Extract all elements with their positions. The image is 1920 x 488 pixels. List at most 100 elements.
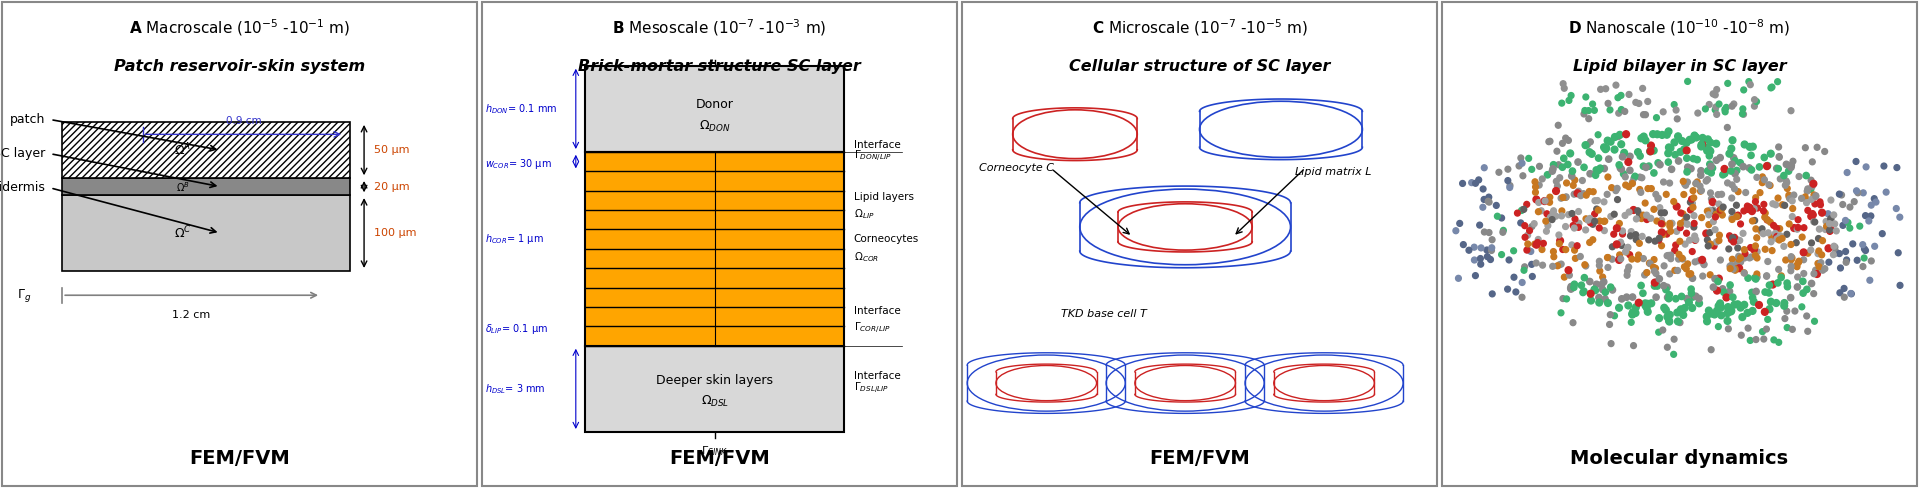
Circle shape	[1782, 303, 1788, 309]
Circle shape	[1741, 247, 1747, 253]
Text: $h_{DSL}$= 3 mm: $h_{DSL}$= 3 mm	[484, 382, 545, 396]
Circle shape	[1644, 304, 1649, 311]
Circle shape	[1745, 165, 1753, 171]
Circle shape	[1753, 288, 1759, 295]
Circle shape	[1690, 248, 1695, 254]
Circle shape	[1749, 307, 1757, 314]
Circle shape	[1692, 213, 1697, 219]
Circle shape	[1715, 278, 1720, 285]
Circle shape	[1569, 93, 1574, 99]
Circle shape	[1860, 190, 1866, 196]
Circle shape	[1795, 224, 1801, 230]
Circle shape	[1722, 107, 1728, 113]
Circle shape	[1776, 237, 1782, 243]
Circle shape	[1680, 211, 1686, 217]
Circle shape	[1720, 172, 1726, 178]
Circle shape	[1793, 264, 1799, 270]
Circle shape	[1542, 198, 1548, 204]
Circle shape	[1596, 258, 1601, 264]
Circle shape	[1707, 161, 1713, 167]
Circle shape	[1784, 185, 1789, 191]
Circle shape	[1745, 79, 1751, 84]
Circle shape	[1638, 186, 1644, 192]
Text: Lipid layers: Lipid layers	[854, 191, 914, 202]
Circle shape	[1557, 237, 1563, 244]
Circle shape	[1532, 241, 1540, 248]
Circle shape	[1732, 101, 1738, 107]
Circle shape	[1684, 221, 1690, 226]
Circle shape	[1596, 132, 1601, 138]
Circle shape	[1680, 311, 1686, 318]
Circle shape	[1649, 131, 1657, 138]
Circle shape	[1741, 270, 1747, 276]
Circle shape	[1590, 189, 1596, 195]
Circle shape	[1761, 231, 1766, 237]
Circle shape	[1582, 107, 1588, 113]
Circle shape	[1761, 177, 1766, 183]
Circle shape	[1667, 271, 1672, 277]
Circle shape	[1841, 285, 1847, 291]
Circle shape	[1728, 307, 1736, 314]
Circle shape	[1519, 294, 1524, 300]
Circle shape	[1486, 230, 1492, 236]
Circle shape	[1684, 222, 1690, 227]
Circle shape	[1620, 149, 1628, 156]
Circle shape	[1640, 256, 1645, 262]
Circle shape	[1590, 237, 1596, 243]
Circle shape	[1786, 194, 1791, 200]
Circle shape	[1703, 313, 1711, 320]
Circle shape	[1751, 298, 1757, 305]
Circle shape	[1693, 179, 1699, 185]
Circle shape	[1632, 232, 1638, 238]
Circle shape	[1571, 191, 1576, 197]
Circle shape	[1638, 189, 1644, 195]
Circle shape	[1751, 97, 1757, 102]
Text: FEM/FVM: FEM/FVM	[1150, 449, 1250, 468]
Circle shape	[1574, 190, 1580, 197]
Circle shape	[1569, 284, 1574, 289]
Circle shape	[1574, 243, 1580, 249]
Circle shape	[1684, 261, 1690, 267]
Circle shape	[1586, 217, 1592, 223]
Circle shape	[1707, 207, 1713, 213]
Circle shape	[1788, 257, 1793, 263]
Circle shape	[1563, 180, 1569, 186]
Circle shape	[1536, 200, 1542, 205]
Circle shape	[1519, 280, 1524, 285]
Circle shape	[1599, 274, 1605, 280]
Circle shape	[1776, 154, 1782, 160]
Circle shape	[1636, 212, 1642, 218]
Circle shape	[1582, 142, 1590, 148]
Circle shape	[1628, 311, 1636, 318]
Circle shape	[1530, 274, 1536, 280]
Circle shape	[1676, 251, 1682, 257]
Text: TKD base cell T: TKD base cell T	[1062, 309, 1146, 319]
Circle shape	[1599, 282, 1605, 288]
Circle shape	[1764, 163, 1770, 169]
Circle shape	[1715, 324, 1720, 329]
Circle shape	[1707, 230, 1713, 236]
Circle shape	[1555, 122, 1561, 128]
Circle shape	[1684, 140, 1690, 146]
Circle shape	[1653, 131, 1661, 138]
Circle shape	[1805, 188, 1811, 194]
Circle shape	[1478, 256, 1484, 262]
Circle shape	[1707, 102, 1713, 107]
Circle shape	[1751, 206, 1757, 212]
Circle shape	[1718, 257, 1724, 263]
Circle shape	[1684, 266, 1690, 272]
Circle shape	[1776, 226, 1782, 232]
Circle shape	[1818, 202, 1824, 208]
Circle shape	[1770, 201, 1776, 207]
Circle shape	[1540, 246, 1546, 252]
Circle shape	[1528, 262, 1534, 267]
Circle shape	[1814, 261, 1820, 266]
Circle shape	[1644, 212, 1649, 218]
Circle shape	[1500, 252, 1505, 258]
Circle shape	[1640, 175, 1645, 181]
Text: 20 μm: 20 μm	[374, 182, 409, 192]
Circle shape	[1661, 263, 1667, 269]
Circle shape	[1730, 217, 1736, 223]
Circle shape	[1709, 196, 1715, 202]
Circle shape	[1893, 164, 1899, 170]
